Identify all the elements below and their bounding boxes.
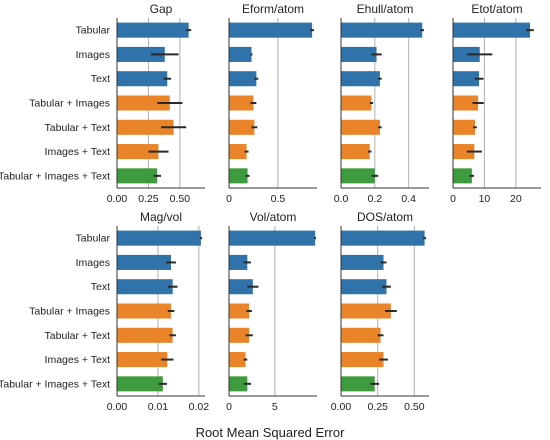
bar-tabular-images-text — [453, 168, 472, 184]
category-label-text: Text — [91, 281, 110, 293]
bar-tabular-images — [229, 95, 254, 111]
panel-gap: Gap 0.00 0.25 0.50 — [107, 2, 205, 205]
panel-vol-atom: Vol/atom 0 5 — [226, 210, 317, 413]
bar-text — [229, 279, 253, 295]
x-tick-label: 0.25 — [367, 401, 388, 413]
bar-text — [229, 71, 257, 87]
x-tick-label: 0 — [450, 193, 456, 205]
category-label-tabular-text: Tabular + Text — [45, 122, 111, 134]
bar-text — [117, 279, 173, 295]
bar-images — [117, 254, 172, 270]
category-label-images-text: Images + Text — [45, 354, 111, 366]
bar-images — [341, 46, 377, 62]
panel-etot-atom: Etot/atom 0 10 20 — [450, 2, 541, 205]
bar-tabular-images — [117, 95, 170, 111]
bar-tabular — [117, 230, 201, 246]
x-tick-label: 0.50 — [170, 193, 191, 205]
x-tick-label: 20 — [510, 193, 522, 205]
bar-tabular-text — [341, 327, 381, 343]
x-tick-label: 0.0 — [334, 193, 349, 205]
bar-text — [341, 279, 387, 295]
bar-tabular-images — [341, 95, 372, 111]
panel-title: Ehull/atom — [357, 2, 414, 16]
bar-images-text — [229, 352, 246, 368]
bar-tabular-text — [229, 119, 255, 135]
bar-images-text — [117, 144, 159, 160]
category-label-tabular-images: Tabular + Images — [29, 98, 110, 110]
x-tick-label: 0.2 — [368, 193, 383, 205]
category-label-tabular-images-text: Tabular + Images + Text — [0, 170, 110, 182]
bar-images — [229, 46, 252, 62]
panel-title: Eform/atom — [242, 2, 304, 16]
bar-tabular-images-text — [229, 376, 248, 392]
x-tick-label: 0.02 — [189, 401, 210, 413]
category-label-text: Text — [91, 73, 110, 85]
chart-panels: Tabular Images Text Tabular + Images Tabular… — [0, 2, 541, 413]
category-label-images: Images — [76, 49, 110, 61]
panel-title: Etot/atom — [471, 2, 522, 16]
bar-tabular — [341, 230, 425, 246]
bar-tabular — [229, 22, 313, 38]
bar-tabular-images-text — [341, 376, 375, 392]
bar-tabular-images-text — [117, 376, 163, 392]
bar-tabular — [453, 22, 530, 38]
bar-tabular-images-text — [341, 168, 375, 184]
bar-tabular — [117, 22, 189, 38]
bar-tabular-images-text — [117, 168, 158, 184]
bar-text — [341, 71, 380, 87]
x-tick-label: 0.50 — [404, 401, 425, 413]
bar-tabular-images — [229, 303, 250, 319]
panel-title: Mag/vol — [140, 210, 182, 224]
bar-tabular — [229, 230, 316, 246]
bar-tabular-images-text — [229, 168, 248, 184]
bar-tabular-text — [117, 119, 174, 135]
x-tick-label: 0.00 — [107, 401, 128, 413]
panel-eform-atom: Eform/atom 0 0.5 — [226, 2, 317, 205]
bar-text — [453, 71, 480, 87]
x-tick-label: 0.00 — [331, 401, 352, 413]
category-label-tabular-images-text: Tabular + Images + Text — [0, 378, 110, 390]
bar-tabular-text — [453, 119, 475, 135]
bar-images-text — [341, 144, 370, 160]
bar-images-text — [341, 352, 384, 368]
category-label-tabular-images: Tabular + Images — [29, 306, 110, 318]
bar-tabular-text — [229, 327, 250, 343]
bar-images — [341, 254, 384, 270]
bar-images — [117, 46, 165, 62]
bar-images-text — [229, 144, 247, 160]
category-label-images-text: Images + Text — [45, 146, 111, 158]
x-tick-label: 0.4 — [401, 193, 416, 205]
x-tick-label: 0.01 — [148, 401, 169, 413]
bar-images — [453, 46, 480, 62]
bar-images-text — [453, 144, 475, 160]
bar-text — [117, 71, 168, 87]
bar-tabular-images — [453, 95, 479, 111]
x-tick-label: 10 — [479, 193, 491, 205]
category-label-tabular: Tabular — [76, 233, 111, 245]
panel-title: Gap — [150, 2, 173, 16]
bar-images — [229, 254, 248, 270]
x-axis-label: Root Mean Squared Error — [196, 425, 346, 440]
category-label-tabular: Tabular — [76, 25, 111, 37]
panel-title: DOS/atom — [357, 210, 413, 224]
x-tick-label: 0.25 — [138, 193, 159, 205]
bar-tabular-images — [341, 303, 391, 319]
category-label-tabular-text: Tabular + Text — [45, 330, 111, 342]
panel-dos-atom: DOS/atom 0.00 0.25 0.50 — [331, 210, 429, 413]
x-tick-label: 0.5 — [271, 193, 286, 205]
bar-images-text — [117, 352, 168, 368]
category-label-images: Images — [76, 257, 110, 269]
x-tick-label: 0 — [226, 401, 232, 413]
panel-ehull-atom: Ehull/atom 0.0 0.2 0.4 — [334, 2, 429, 205]
x-tick-label: 5 — [272, 401, 278, 413]
bar-tabular — [341, 22, 423, 38]
x-tick-label: 0.00 — [107, 193, 128, 205]
panel-mag-vol: Mag/vol 0.00 0.01 0.02 — [107, 210, 209, 413]
bar-tabular-text — [117, 327, 173, 343]
bar-tabular-text — [341, 119, 380, 135]
x-tick-label: 0 — [226, 193, 232, 205]
panel-title: Vol/atom — [250, 210, 297, 224]
bar-tabular-images — [117, 303, 172, 319]
